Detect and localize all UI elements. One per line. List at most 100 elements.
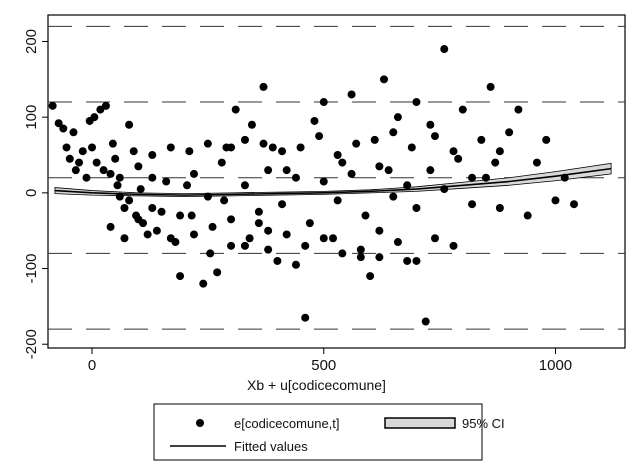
data-point: [273, 256, 282, 265]
data-point: [430, 132, 439, 141]
x-tick-label: 1000: [539, 357, 572, 374]
data-point: [217, 158, 226, 167]
data-point: [113, 181, 122, 190]
data-point: [71, 166, 80, 175]
data-point: [166, 143, 175, 152]
data-point: [231, 105, 240, 114]
data-point: [203, 139, 212, 148]
data-point: [245, 234, 254, 243]
gridlines: [48, 25, 625, 330]
data-point: [468, 200, 477, 209]
data-point: [514, 105, 523, 114]
data-point: [333, 151, 342, 160]
data-point: [206, 249, 215, 258]
data-point: [532, 158, 541, 167]
data-point: [199, 279, 208, 288]
data-point: [78, 147, 87, 156]
data-point: [319, 234, 328, 243]
data-point: [134, 162, 143, 171]
data-point: [305, 219, 314, 228]
legend: e[codicecomune,t] 95% CI Fitted values: [153, 403, 505, 461]
data-point: [227, 241, 236, 250]
data-point: [319, 177, 328, 186]
data-point: [454, 154, 463, 163]
data-point: [92, 158, 101, 167]
fitted-line: [54, 167, 612, 196]
data-point: [75, 158, 84, 167]
data-point: [375, 226, 384, 235]
x-tick-label: 500: [311, 357, 336, 374]
data-point: [162, 177, 171, 186]
data-point: [356, 253, 365, 262]
data-point: [264, 245, 273, 254]
data-point: [338, 249, 347, 258]
data-point: [120, 234, 129, 243]
data-point: [99, 166, 108, 175]
data-point: [426, 120, 435, 129]
axes: 0 500 1000 -200 -100 0 100 200: [23, 29, 572, 374]
data-point: [259, 82, 268, 91]
data-point: [240, 241, 249, 250]
data-point: [551, 196, 560, 205]
data-point: [426, 166, 435, 175]
data-point: [301, 313, 310, 322]
data-point: [282, 230, 291, 239]
data-point: [375, 162, 384, 171]
data-point: [120, 203, 129, 212]
data-point: [259, 139, 268, 148]
data-point: [477, 135, 486, 144]
data-point: [176, 272, 185, 281]
data-point: [157, 207, 166, 216]
data-point: [115, 173, 124, 182]
data-point: [82, 173, 91, 182]
y-tick-label: 0: [23, 189, 40, 197]
data-point: [356, 245, 365, 254]
data-point: [282, 166, 291, 175]
data-point: [189, 169, 198, 178]
y-tick-label: -100: [23, 254, 40, 284]
legend-marker-points: [196, 419, 204, 427]
data-point: [570, 200, 579, 209]
data-point: [491, 158, 500, 167]
data-point: [542, 135, 551, 144]
data-point: [421, 317, 430, 326]
data-point: [361, 211, 370, 220]
data-point: [247, 120, 256, 129]
data-point: [430, 234, 439, 243]
data-point: [125, 196, 134, 205]
data-point: [523, 211, 532, 220]
data-point: [203, 192, 212, 201]
data-point: [129, 147, 138, 156]
data-point: [240, 135, 249, 144]
data-point: [384, 166, 393, 175]
data-point: [278, 147, 287, 156]
data-point: [88, 143, 97, 152]
data-point: [495, 147, 504, 156]
data-point: [152, 226, 161, 235]
data-point: [65, 154, 74, 163]
data-point: [264, 226, 273, 235]
legend-swatch-ci: [384, 417, 456, 429]
data-point: [208, 222, 217, 231]
data-point: [440, 45, 449, 54]
data-point: [171, 238, 180, 247]
data-point: [264, 166, 273, 175]
data-point: [449, 147, 458, 156]
data-point: [268, 143, 277, 152]
data-point: [240, 181, 249, 190]
data-point: [222, 143, 231, 152]
y-tick-label: 200: [23, 29, 40, 54]
legend-label-fit: Fitted values: [234, 439, 308, 454]
data-point: [393, 238, 402, 247]
data-point: [338, 158, 347, 167]
data-point: [254, 207, 263, 216]
data-point: [458, 105, 467, 114]
data-point: [407, 143, 416, 152]
data-point: [380, 75, 389, 84]
data-point: [69, 128, 78, 137]
data-point: [495, 203, 504, 212]
data-point: [296, 143, 305, 152]
data-point: [111, 154, 120, 163]
data-point: [333, 196, 342, 205]
